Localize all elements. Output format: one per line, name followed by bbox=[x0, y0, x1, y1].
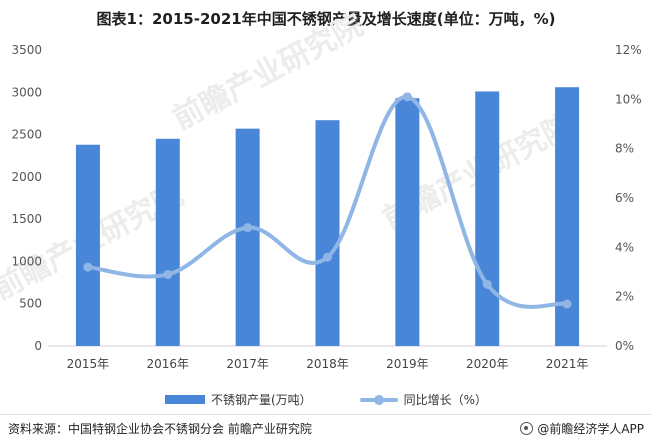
growth-point bbox=[402, 92, 412, 102]
growth-point bbox=[482, 279, 492, 289]
growth-point bbox=[243, 223, 253, 233]
right-tick-label: 6% bbox=[615, 191, 634, 205]
bar bbox=[235, 128, 260, 346]
right-tick-label: 2% bbox=[615, 290, 634, 304]
right-tick-label: 12% bbox=[615, 43, 642, 57]
bar bbox=[395, 98, 420, 346]
legend-bar-swatch bbox=[164, 395, 205, 404]
footer-divider bbox=[0, 414, 652, 415]
left-tick-label: 1000 bbox=[11, 254, 42, 268]
bar bbox=[475, 91, 500, 346]
brand-credit: @前瞻经济学人APP bbox=[520, 420, 644, 437]
legend-line-swatch bbox=[359, 394, 398, 406]
legend: 不锈钢产量(万吨） 同比增长（%） bbox=[0, 391, 652, 408]
x-tick-label: 2021年 bbox=[546, 357, 589, 371]
x-tick-label: 2015年 bbox=[67, 357, 110, 371]
bar bbox=[155, 138, 180, 346]
left-tick-label: 1500 bbox=[11, 212, 42, 226]
brand-label: @前瞻经济学人APP bbox=[537, 422, 644, 436]
brand-logo-icon bbox=[520, 422, 534, 435]
x-tick-label: 2016年 bbox=[147, 357, 190, 371]
growth-point bbox=[323, 252, 332, 262]
bar bbox=[315, 120, 340, 347]
growth-point bbox=[83, 262, 93, 272]
x-tick-label: 2020年 bbox=[466, 357, 509, 371]
legend-item-bar: 不锈钢产量(万吨） bbox=[164, 391, 312, 408]
x-tick-label: 2017年 bbox=[226, 357, 269, 371]
left-tick-label: 2000 bbox=[11, 170, 42, 184]
x-tick-label: 2018年 bbox=[306, 357, 349, 371]
left-y-axis: 0 500 1000 1500 2000 2500 3000 3500 bbox=[11, 43, 42, 353]
legend-item-line: 同比增长（%） bbox=[359, 391, 488, 408]
left-tick-label: 3000 bbox=[11, 85, 42, 99]
x-axis-labels: 2015年 2016年 2017年 2018年 2019年 2020年 2021年 bbox=[67, 357, 589, 371]
right-y-axis: 0% 2% 4% 6% 8% 10% 12% bbox=[615, 43, 642, 353]
legend-line-label: 同比增长（%） bbox=[403, 393, 488, 407]
watermark-text-1: 前瞻产业研究院 bbox=[167, 8, 369, 137]
growth-point bbox=[562, 299, 572, 309]
left-tick-label: 3500 bbox=[11, 43, 42, 57]
growth-point bbox=[163, 269, 173, 279]
right-tick-label: 4% bbox=[615, 240, 634, 254]
legend-bar-label: 不锈钢产量(万吨） bbox=[210, 393, 312, 407]
left-tick-label: 2500 bbox=[11, 128, 42, 142]
right-tick-label: 10% bbox=[615, 92, 642, 106]
chart-title: 图表1：2015-2021年中国不锈钢产量及增长速度(单位：万吨，%) bbox=[96, 10, 556, 28]
combo-chart: 前瞻产业研究院 前瞻产业研究院 前瞻产业研究院 0500100015002000… bbox=[0, 8, 642, 371]
line-series bbox=[83, 92, 572, 309]
left-tick-label: 500 bbox=[19, 297, 42, 311]
right-tick-label: 8% bbox=[615, 142, 634, 156]
right-tick-label: 0% bbox=[615, 339, 634, 353]
bar bbox=[75, 144, 100, 346]
x-tick-label: 2019年 bbox=[386, 357, 429, 371]
left-tick-label: 0 bbox=[34, 339, 42, 353]
source-text: 资料来源：中国特钢企业协会不锈钢分会 前瞻产业研究院 bbox=[8, 422, 312, 436]
